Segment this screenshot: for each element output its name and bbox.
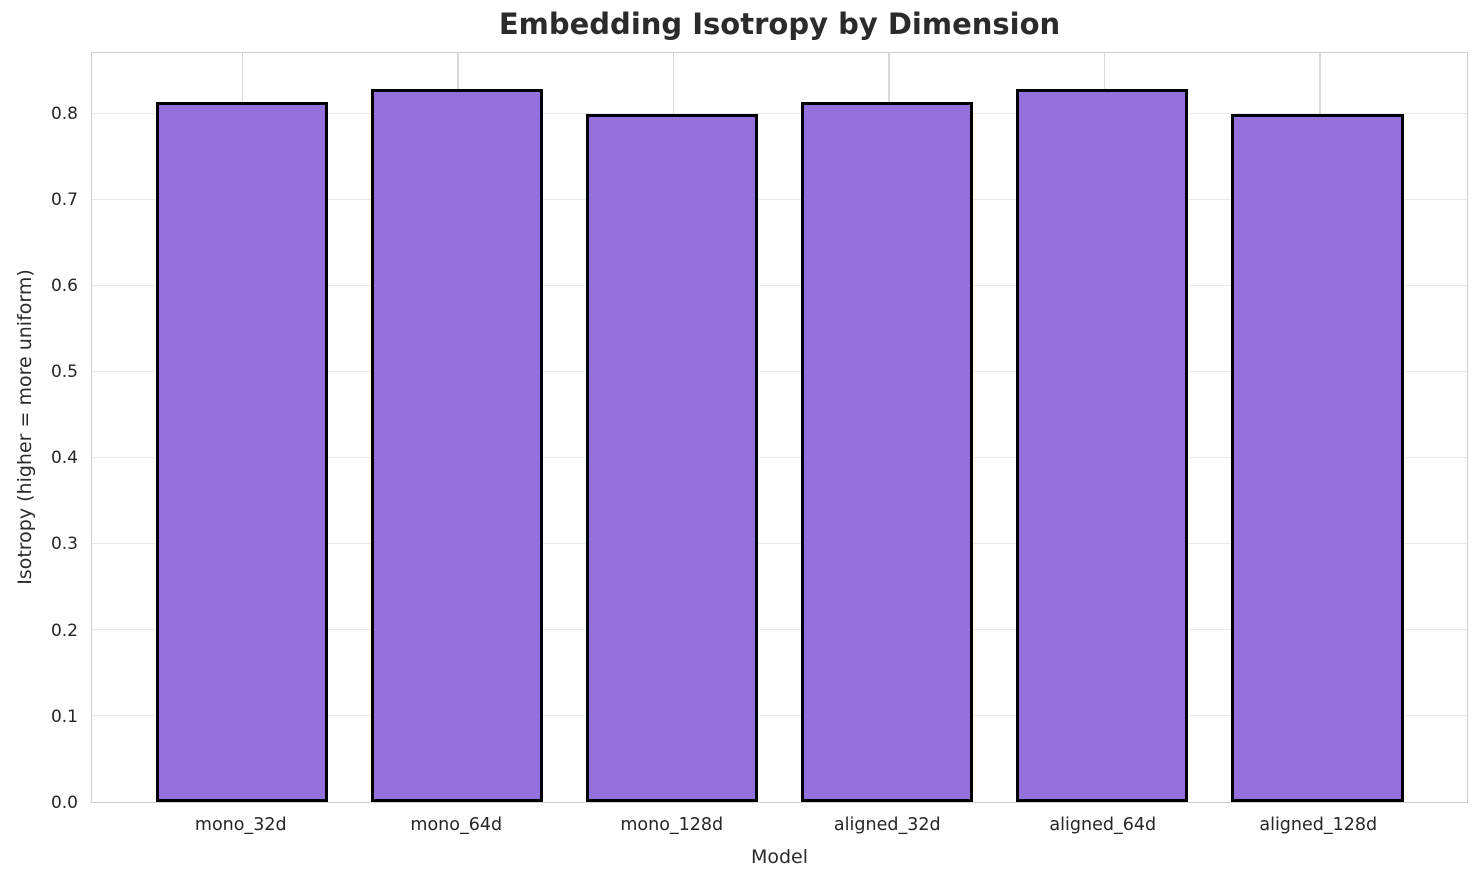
y-tick-label: 0.2 [50,620,78,641]
plot-area [91,52,1468,803]
grid-line-horizontal [92,714,1467,717]
chart-title: Embedding Isotropy by Dimension [498,7,1061,41]
x-tick-label-mono_64d: mono_64d [410,815,503,835]
x-tick-label-aligned_32d: aligned_32d [833,815,941,835]
y-tick-label: 0.6 [50,275,78,296]
grid-line-horizontal [92,456,1467,459]
y-axis-label: Isotropy (higher = more uniform) [14,269,36,585]
y-tick-label: 0.0 [50,793,78,813]
bar-slot [995,53,1210,802]
bar-aligned_32d [801,101,974,802]
x-tick-label-mono_32d: mono_32d [194,815,287,835]
bar-mono_64d [370,88,543,802]
y-tick-label: 0.4 [50,448,78,469]
bar-slot [564,53,779,802]
bar-mono_128d [585,114,758,802]
bar-mono_32d [155,101,328,802]
y-tick-label: 0.8 [50,103,78,124]
x-axis-label: Model [750,846,809,868]
bar-aligned_64d [1016,88,1189,802]
y-tick-label: 0.5 [50,362,78,383]
bar-slot [1210,53,1425,802]
bars-container [92,53,1467,802]
grid-line-horizontal [92,370,1467,373]
x-axis-ticks: mono_32d mono_64d mono_128d aligned_32d alig… [91,815,1468,839]
y-tick-label: 0.7 [50,189,78,210]
bar-aligned_128d [1231,114,1404,802]
x-tick-label-mono_128d: mono_128d [620,815,724,835]
x-tick-label-aligned_64d: aligned_64d [1049,815,1157,835]
y-axis-ticks: 0.0 0.1 0.2 0.3 0.4 0.5 0.6 0.7 0.8 [0,52,78,813]
y-tick-label: 0.3 [50,534,78,555]
bar-slot [134,53,349,802]
grid-line-horizontal [92,284,1467,287]
y-tick-label: 0.1 [50,706,78,727]
bar-slot [780,53,995,802]
bar-slot [349,53,564,802]
grid-line-horizontal [92,198,1467,201]
x-tick-label-aligned_128d: aligned_128d [1259,815,1378,835]
grid-line-horizontal [92,542,1467,545]
grid-line-horizontal [92,628,1467,631]
grid-line-horizontal [92,112,1467,115]
